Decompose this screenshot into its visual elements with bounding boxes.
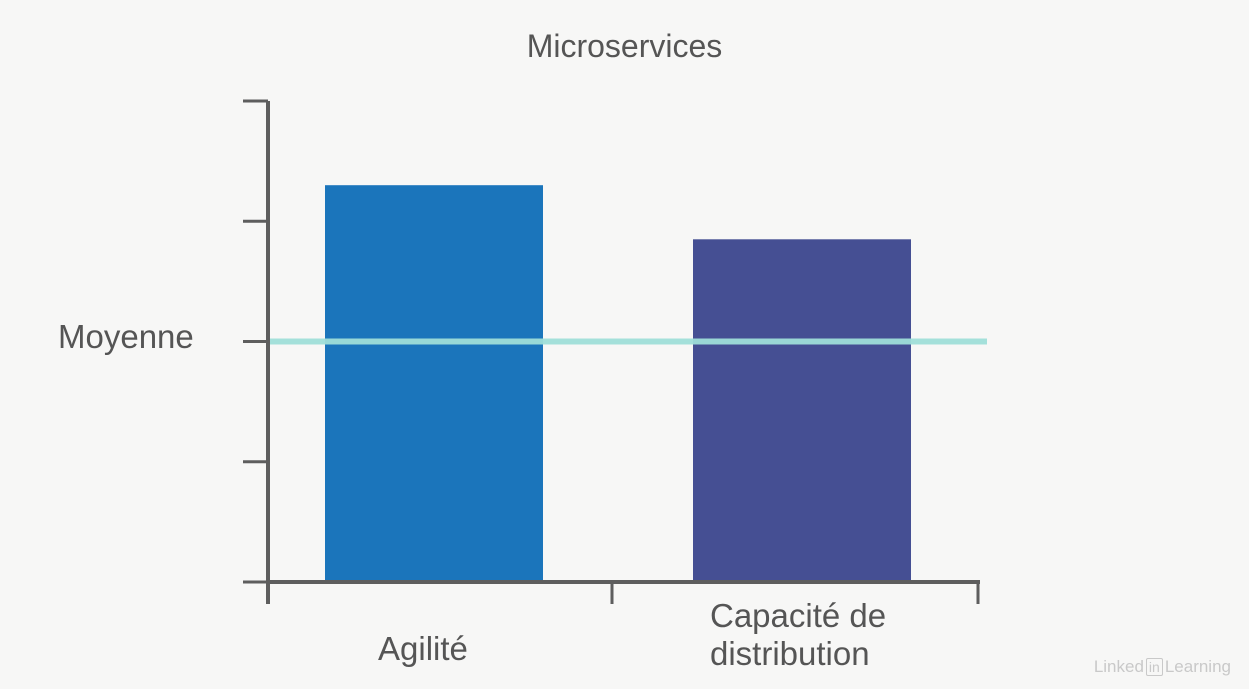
- x-tick-label-capacite-distribution: Capacité de distribution: [710, 597, 887, 672]
- watermark-in-box: in: [1145, 658, 1163, 676]
- bar-1: [693, 239, 911, 583]
- x-tick-label-agilite: Agilité: [378, 630, 468, 667]
- watermark-suffix: Learning: [1164, 657, 1231, 676]
- chart-title: Microservices: [526, 28, 723, 64]
- linkedin-learning-watermark: Linked in Learning: [1094, 657, 1231, 677]
- bar-0: [325, 185, 543, 582]
- watermark-prefix: Linked: [1093, 657, 1144, 676]
- reference-line-label: Moyenne: [58, 318, 194, 355]
